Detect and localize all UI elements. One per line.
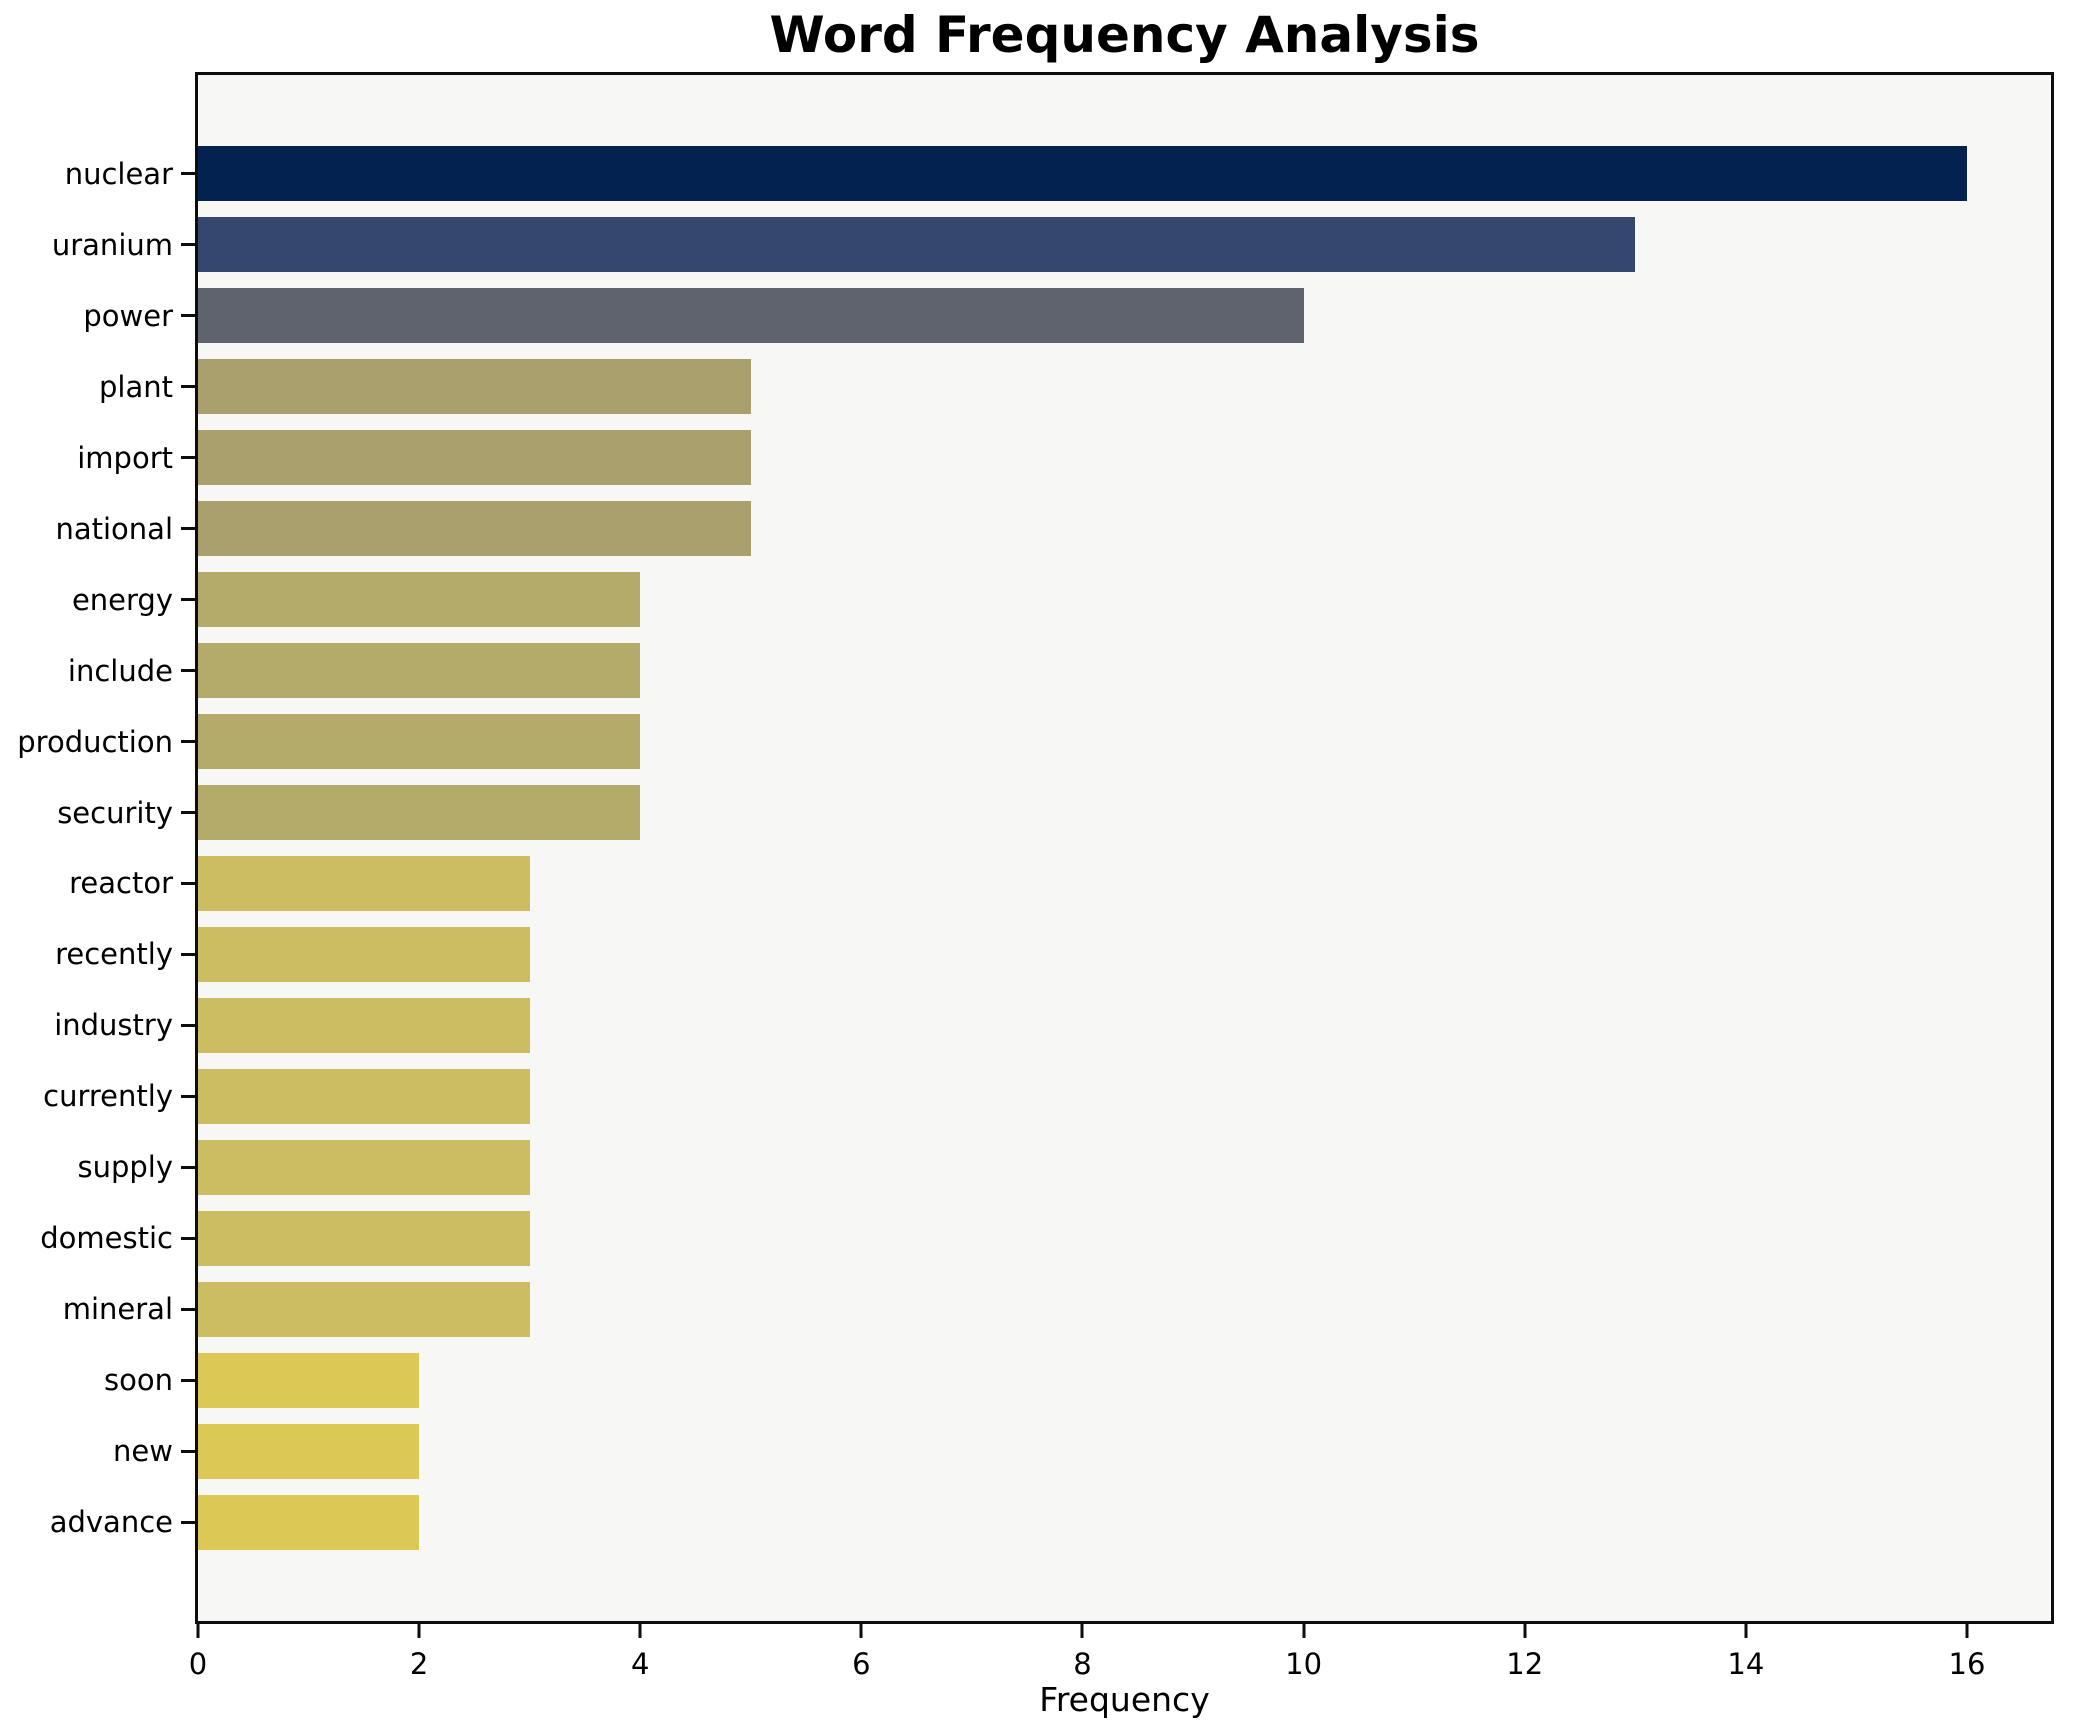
y-tick-label: supply	[77, 1150, 173, 1185]
y-tick-label: import	[77, 440, 173, 475]
bar-security	[198, 784, 641, 841]
bar-mineral	[198, 1281, 530, 1338]
y-tick	[181, 1165, 195, 1169]
y-tick	[181, 1307, 195, 1311]
y-tick	[181, 1023, 195, 1027]
y-tick-label: currently	[43, 1079, 173, 1114]
bar-include	[198, 642, 641, 699]
y-tick	[181, 811, 195, 814]
plot-area: nuclear uranium power plant import national en…	[17, 72, 2054, 1681]
y-tick-label: national	[55, 511, 173, 546]
y-tick-label: power	[83, 298, 173, 333]
y-tick-label: new	[113, 1434, 173, 1469]
y-tick-label: uranium	[51, 227, 173, 262]
x-tick	[196, 1624, 200, 1638]
x-tick-label: 0	[188, 1647, 208, 1681]
bar-reactor	[198, 855, 530, 912]
y-tick	[181, 1520, 195, 1524]
y-tick	[181, 740, 195, 744]
x-tick-label: 4	[631, 1647, 650, 1681]
y-tick-label: production	[17, 724, 173, 759]
y-tick-label: nuclear	[64, 156, 173, 191]
y-tick-label: recently	[55, 937, 173, 972]
x-tick	[1965, 1624, 1969, 1638]
y-tick	[181, 598, 195, 602]
y-tick	[181, 243, 195, 247]
y-tick-label: plant	[99, 369, 173, 404]
y-tick	[181, 385, 195, 389]
bar-currently	[198, 1068, 530, 1125]
y-tick	[181, 172, 195, 176]
x-tick	[1523, 1624, 1527, 1638]
bar-recently	[198, 926, 530, 983]
bar-national	[198, 500, 751, 557]
bar-advance	[198, 1494, 420, 1550]
y-tick	[181, 314, 195, 318]
bar-production	[198, 713, 641, 770]
bar-energy	[198, 571, 641, 628]
x-tick	[1744, 1624, 1748, 1638]
bar-supply	[198, 1139, 530, 1196]
y-tick-label: reactor	[69, 866, 173, 901]
y-tick	[181, 1378, 195, 1382]
x-tick-label: 16	[1948, 1647, 1986, 1681]
x-tick-label: 10	[1285, 1647, 1323, 1681]
x-tick	[417, 1624, 421, 1638]
x-tick-label: 12	[1506, 1647, 1544, 1681]
bar-domestic	[198, 1210, 530, 1267]
x-tick	[859, 1624, 863, 1638]
y-tick-label: energy	[71, 582, 173, 617]
x-tick	[1080, 1624, 1084, 1638]
x-tick	[1302, 1624, 1306, 1638]
x-tick-label: 2	[409, 1647, 429, 1681]
x-tick-label: 8	[1073, 1647, 1092, 1681]
y-tick-label: security	[57, 795, 173, 830]
bar-new	[198, 1423, 420, 1480]
bar-soon	[198, 1352, 420, 1409]
y-tick	[181, 527, 195, 531]
bar-uranium	[198, 216, 1636, 273]
y-tick	[181, 952, 195, 956]
bar-industry	[198, 997, 530, 1054]
y-tick-label: include	[67, 653, 173, 688]
y-tick	[181, 456, 195, 460]
y-tick	[181, 669, 195, 673]
y-tick	[181, 1236, 195, 1240]
bar-plant	[198, 358, 751, 415]
y-tick	[181, 881, 195, 885]
y-tick	[181, 1094, 195, 1098]
y-tick	[181, 1449, 195, 1453]
bar-nuclear	[198, 145, 1967, 202]
x-axis-label: Frequency	[1039, 1680, 1210, 1719]
y-tick-label: soon	[104, 1363, 173, 1398]
y-tick-label: advance	[49, 1505, 173, 1540]
chart-title: Word Frequency Analysis	[769, 6, 1480, 64]
x-tick-label: 14	[1727, 1647, 1765, 1681]
y-tick-label: mineral	[62, 1292, 173, 1327]
bar-power	[198, 287, 1304, 344]
x-tick-label: 6	[852, 1647, 871, 1681]
x-tick	[638, 1624, 642, 1638]
y-tick-label: domestic	[40, 1221, 173, 1256]
bar-import	[198, 429, 751, 486]
y-tick-label: industry	[54, 1008, 173, 1043]
